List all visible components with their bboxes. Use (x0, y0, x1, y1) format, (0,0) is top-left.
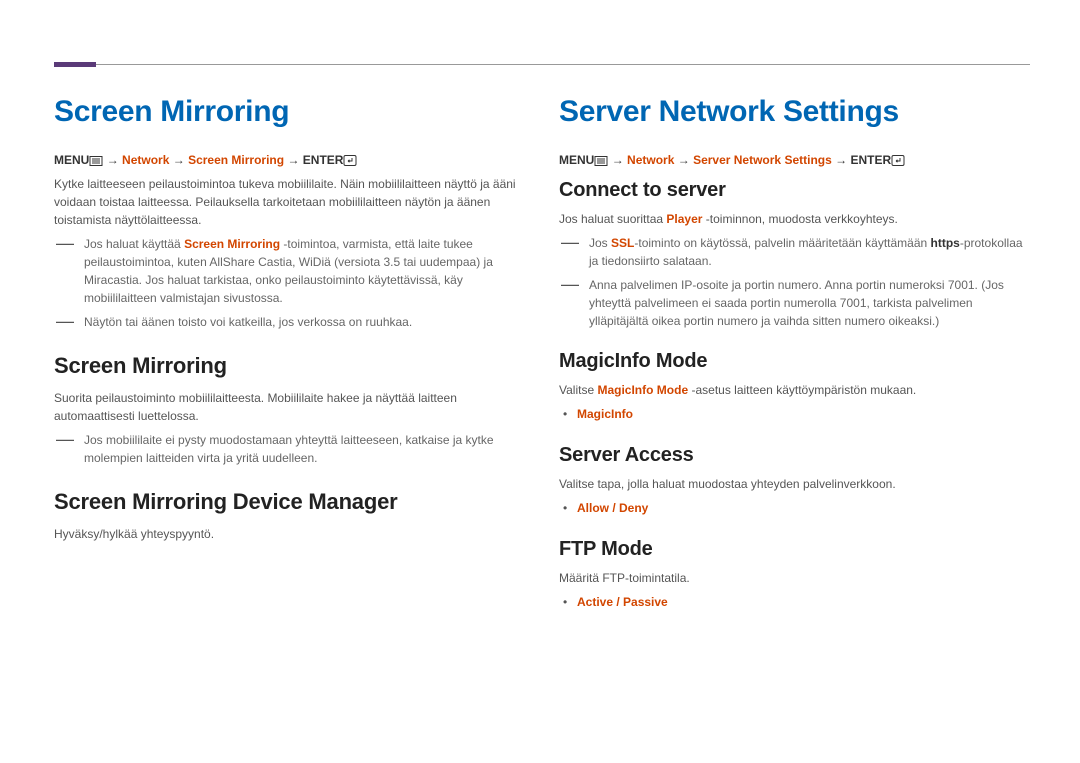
breadcrumb-item: Server Network Settings (693, 153, 832, 167)
breadcrumb-menu: MENU (559, 153, 594, 167)
breadcrumb-arrow: → (612, 153, 624, 167)
header-rule (54, 64, 1030, 65)
connect-note-1: ― Jos SSL-toiminto on käytössä, palvelin… (559, 234, 1030, 270)
breadcrumb-arrow: → (173, 153, 185, 167)
connect-body: Jos haluat suorittaa Player -toiminnon, … (559, 210, 1030, 228)
dash-icon: ― (561, 276, 579, 330)
magicinfo-post: -asetus laitteen käyttöympäristön mukaan… (688, 383, 916, 397)
note-text: Jos haluat käyttää Screen Mirroring -toi… (84, 235, 525, 307)
connect-body-hl: Player (666, 212, 702, 226)
breadcrumb-menu: MENU (54, 153, 89, 167)
breadcrumb-arrow: → (835, 153, 847, 167)
note-text-hl: Screen Mirroring (184, 237, 280, 251)
note-pre: Jos (589, 236, 611, 250)
header-accent-tab (54, 62, 96, 67)
note-text: Jos mobiililaite ei pysty muodostamaan y… (84, 431, 525, 467)
menu-icon (89, 156, 103, 166)
left-subheading-mirroring: Screen Mirroring (54, 353, 525, 379)
ftp-option: Active / Passive (577, 595, 668, 609)
left-mirroring-body: Suorita peilaustoiminto mobiililaitteest… (54, 389, 525, 425)
note-mid: -toiminto on käytössä, palvelin määritet… (634, 236, 930, 250)
connect-note-2: ― Anna palvelimen IP-osoite ja portin nu… (559, 276, 1030, 330)
note-text: Jos SSL-toiminto on käytössä, palvelin m… (589, 234, 1030, 270)
note-bold: https (931, 236, 960, 250)
note-text-pre: Jos haluat käyttää (84, 237, 184, 251)
note-hl: SSL (611, 236, 634, 250)
right-heading: Server Network Settings (559, 95, 1030, 129)
magicinfo-body: Valitse MagicInfo Mode -asetus laitteen … (559, 381, 1030, 399)
left-breadcrumb: MENU → Network → Screen Mirroring → ENTE… (54, 153, 525, 167)
magicinfo-option: MagicInfo (577, 407, 633, 421)
dash-icon: ― (56, 313, 74, 331)
serveraccess-options: Allow / Deny (559, 499, 1030, 518)
menu-icon (594, 156, 608, 166)
magicinfo-hl: MagicInfo Mode (597, 383, 688, 397)
left-note-2: ― Näytön tai äänen toisto voi katkeilla,… (54, 313, 525, 331)
left-intro: Kytke laitteeseen peilaustoimintoa tukev… (54, 175, 525, 229)
left-heading: Screen Mirroring (54, 95, 525, 129)
breadcrumb-arrow: → (678, 153, 690, 167)
connect-body-post: -toiminnon, muodosta verkkoyhteys. (702, 212, 897, 226)
breadcrumb-network: Network (627, 153, 674, 167)
ftp-heading: FTP Mode (559, 538, 1030, 561)
enter-icon (343, 155, 357, 166)
breadcrumb-enter: ENTER (303, 153, 344, 167)
magicinfo-pre: Valitse (559, 383, 597, 397)
breadcrumb-arrow: → (107, 153, 119, 167)
note-text: Anna palvelimen IP-osoite ja portin nume… (589, 276, 1030, 330)
breadcrumb-network: Network (122, 153, 169, 167)
enter-icon (891, 155, 905, 166)
left-device-manager-body: Hyväksy/hylkää yhteyspyyntö. (54, 525, 525, 543)
connect-heading: Connect to server (559, 179, 1030, 202)
serveraccess-body: Valitse tapa, jolla haluat muodostaa yht… (559, 475, 1030, 493)
serveraccess-heading: Server Access (559, 444, 1030, 467)
magicinfo-options: MagicInfo (559, 405, 1030, 424)
left-note-3: ― Jos mobiililaite ei pysty muodostamaan… (54, 431, 525, 467)
serveraccess-option: Allow / Deny (577, 501, 648, 515)
magicinfo-heading: MagicInfo Mode (559, 350, 1030, 373)
right-column: Server Network Settings MENU → Network →… (559, 95, 1030, 613)
left-subheading-device-manager: Screen Mirroring Device Manager (54, 489, 525, 515)
ftp-options: Active / Passive (559, 593, 1030, 612)
note-text: Näytön tai äänen toisto voi katkeilla, j… (84, 313, 412, 331)
content-columns: Screen Mirroring MENU → Network → Screen… (54, 95, 1030, 613)
dash-icon: ― (56, 235, 74, 307)
left-note-1: ― Jos haluat käyttää Screen Mirroring -t… (54, 235, 525, 307)
ftp-body: Määritä FTP-toimintatila. (559, 569, 1030, 587)
connect-body-pre: Jos haluat suorittaa (559, 212, 666, 226)
right-breadcrumb: MENU → Network → Server Network Settings… (559, 153, 1030, 167)
breadcrumb-item: Screen Mirroring (188, 153, 284, 167)
breadcrumb-arrow: → (287, 153, 299, 167)
dash-icon: ― (561, 234, 579, 270)
dash-icon: ― (56, 431, 74, 467)
left-column: Screen Mirroring MENU → Network → Screen… (54, 95, 525, 613)
breadcrumb-enter: ENTER (850, 153, 891, 167)
